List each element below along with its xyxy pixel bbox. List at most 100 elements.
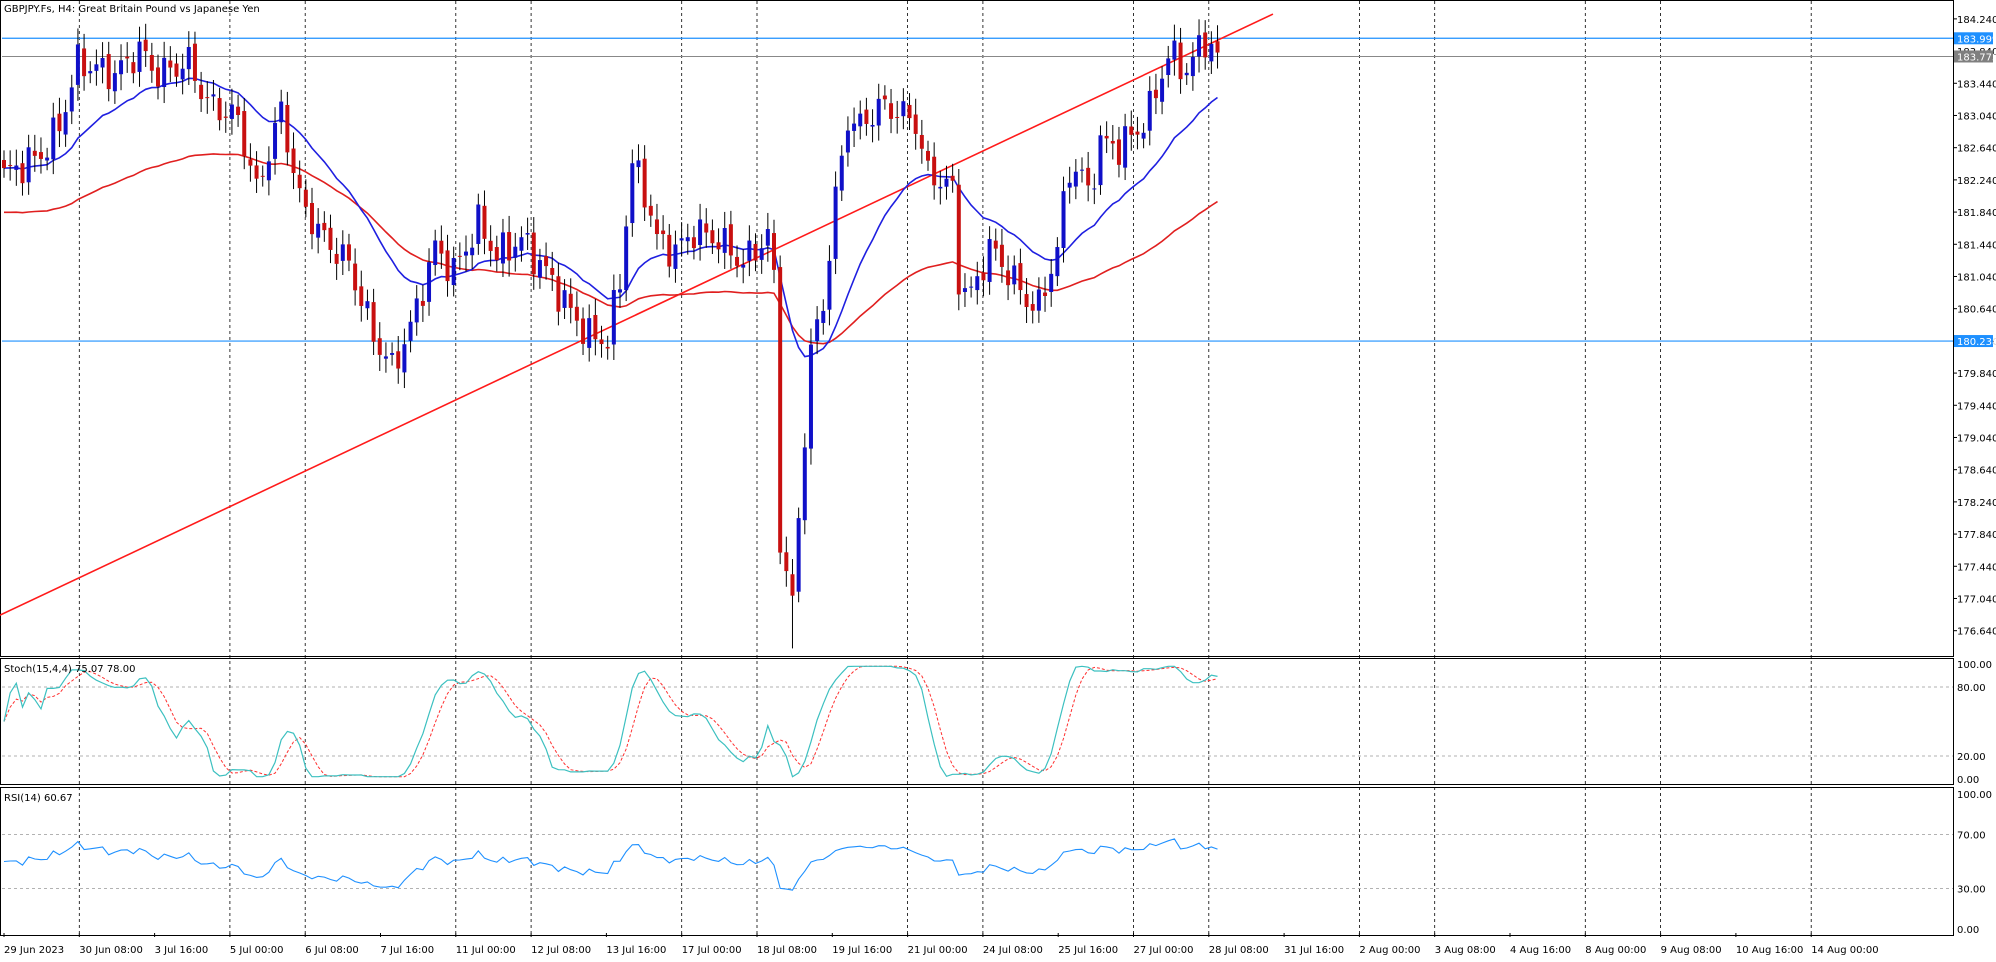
candle-bull (747, 240, 752, 261)
price-label-box (1954, 32, 1993, 45)
moving-averages (3, 77, 1218, 358)
candle-bear (550, 268, 555, 275)
candle-bull (944, 178, 949, 187)
candle-bear (322, 222, 327, 231)
candle-bear (926, 150, 930, 161)
trendline-support[interactable] (0, 13, 1274, 617)
candle-bear (57, 113, 62, 132)
candle-bull (470, 247, 475, 256)
time-label: 29 Jun 2023 (4, 945, 64, 956)
candle-bear (568, 293, 573, 308)
candle-bear (956, 184, 961, 295)
candle-bear (1030, 304, 1035, 311)
candle-bear (913, 114, 918, 134)
candle-bear (482, 205, 487, 239)
chart-title: GBPJPY.Fs, H4: Great Britain Pound vs Ja… (4, 4, 260, 15)
time-label: 5 Jul 00:00 (230, 945, 284, 956)
rsi-tick-label: 100.00 (1957, 790, 1992, 801)
candle-bear (710, 230, 715, 244)
candle-bear (1116, 139, 1121, 165)
candle-bull (1055, 247, 1060, 277)
candle-bull (636, 160, 641, 168)
time-label: 6 Jul 08:00 (305, 945, 359, 956)
candle-bear (507, 232, 512, 261)
candle-bull (845, 130, 850, 153)
candle-bull (519, 237, 524, 251)
time-label: 13 Jul 16:00 (606, 945, 666, 956)
price-tick-label: 182.240 (1957, 176, 1996, 187)
candle-bull (14, 165, 19, 170)
candle-bull (987, 239, 992, 282)
candle-bear (1086, 167, 1091, 186)
candle-bull (186, 46, 191, 70)
price-axis[interactable]: 184.240183.840183.440183.040182.640182.2… (1953, 15, 1996, 638)
candle-bull (1092, 188, 1097, 190)
time-label: 4 Aug 16:00 (1510, 945, 1571, 956)
time-label: 10 Aug 16:00 (1736, 945, 1803, 956)
candle-bear (599, 339, 604, 345)
candle-bear (531, 232, 536, 275)
candle-bear (168, 60, 173, 68)
candle-bear (82, 48, 87, 77)
price-tick-label: 181.040 (1957, 272, 1996, 283)
candle-bull (1184, 72, 1189, 76)
trendline[interactable] (0, 13, 1274, 617)
candle-bear (125, 56, 130, 59)
candle-bull (1160, 78, 1165, 102)
candle-bull (45, 157, 50, 161)
horizontal-price-lines[interactable] (2, 37, 1953, 342)
price-tick-label: 178.640 (1957, 466, 1996, 477)
candle-bear (1043, 292, 1048, 296)
candle-bull (414, 298, 419, 323)
candle-bear (371, 302, 376, 342)
candle-bull (821, 310, 826, 323)
candle-bear (882, 95, 887, 100)
candle-bull (119, 60, 124, 75)
stoch-panel-border (0, 658, 1954, 785)
rsi-panel-border (0, 787, 1954, 936)
candle-bull (1147, 90, 1152, 131)
price-tick-label: 183.440 (1957, 79, 1996, 90)
candle-bear (420, 300, 425, 306)
candle-bull (537, 260, 542, 278)
price-tick-label: 179.440 (1957, 401, 1996, 412)
candle-bear (285, 104, 290, 153)
candle-bull (500, 232, 505, 264)
candle-bull (839, 155, 844, 191)
price-tick-label: 179.840 (1957, 369, 1996, 380)
time-label: 11 Jul 00:00 (456, 945, 516, 956)
price-label: 183.773 (1957, 52, 1996, 63)
price-label: 180.238 (1957, 337, 1996, 348)
candle-bear (303, 189, 308, 207)
price-tick-label: 181.840 (1957, 208, 1996, 219)
candle-bull (969, 286, 974, 288)
candle-bull (827, 260, 832, 310)
time-axis[interactable]: 29 Jun 2023 30 Jun 08:00 3 Jul 16:00 5 Jul … (3, 933, 1879, 956)
candle-bear (1024, 294, 1029, 308)
price-tick-label: 181.440 (1957, 240, 1996, 251)
candle-bull (464, 251, 468, 256)
time-label: 25 Jul 16:00 (1058, 945, 1118, 956)
main-panel-border (0, 0, 1954, 657)
candle-bear (156, 67, 160, 87)
candle-bull (94, 64, 99, 71)
rsi-tick-label: 0.00 (1957, 925, 1979, 936)
candle-bull (587, 318, 592, 348)
candle-bear (661, 230, 666, 235)
price-tick-label: 177.040 (1957, 594, 1996, 605)
candle-bear (753, 243, 758, 261)
candle-bull (427, 262, 432, 302)
stoch-tick-label: 0.00 (1957, 775, 1979, 786)
candle-bear (778, 267, 783, 553)
candle-bull (112, 73, 117, 92)
price-tick-label: 177.440 (1957, 562, 1996, 573)
candle-bear (254, 165, 259, 179)
candle-bear (556, 276, 561, 312)
candle-bull (316, 223, 321, 238)
candle-bear (932, 156, 937, 186)
time-label: 12 Jul 08:00 (531, 945, 591, 956)
candle-bear (735, 256, 740, 266)
candle-bull (1080, 169, 1084, 171)
